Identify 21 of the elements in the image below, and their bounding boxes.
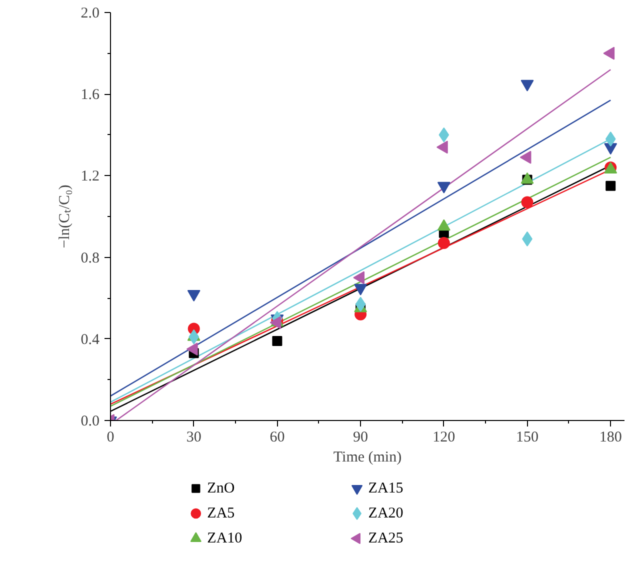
y-tick-label: 0.4: [80, 332, 100, 348]
legend-label: ZnO: [207, 480, 235, 496]
x-axis-title: Time (min): [333, 450, 402, 466]
y-tick-label: 0.0: [80, 414, 100, 430]
x-tick-label: 180: [599, 430, 622, 446]
legend-label: ZA25: [368, 530, 404, 546]
x-tick-label: 90: [353, 430, 368, 446]
x-tick-label: 30: [186, 430, 202, 446]
x-tick-label: 0: [106, 430, 114, 446]
y-tick-label: 0.8: [80, 250, 100, 266]
y-tick-label: 2.0: [80, 6, 100, 22]
y-tick-label: 1.6: [80, 87, 100, 104]
y-axis-title: −ln(Cₜ/C₀): [56, 184, 73, 248]
legend-label: ZA20: [368, 506, 404, 522]
legend-label: ZA15: [368, 480, 404, 496]
x-tick-label: 60: [270, 430, 285, 446]
y-tick-label: 1.2: [80, 168, 100, 185]
x-tick-label: 150: [516, 430, 539, 446]
legend-label: ZA10: [207, 530, 242, 546]
x-tick-label: 120: [432, 430, 456, 446]
legend-label: ZA5: [207, 506, 235, 522]
